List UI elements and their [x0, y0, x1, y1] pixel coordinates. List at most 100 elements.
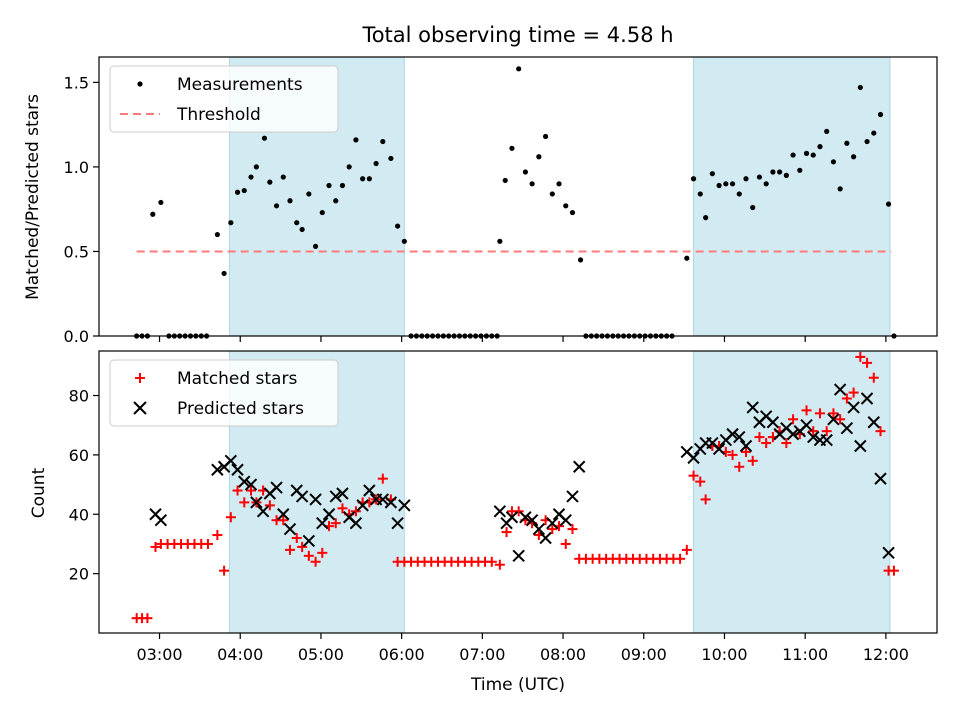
top-measurement-point-62	[509, 145, 515, 151]
predicted-point-b-6	[231, 463, 244, 476]
top-measurement-point-61	[502, 177, 508, 184]
top-measurement-point-37	[366, 176, 372, 182]
predicted-point-44	[572, 460, 586, 473]
predicted-point-64	[807, 430, 820, 444]
bottom-y-tick-label-1: 20	[69, 565, 89, 584]
predicted-point-24	[349, 516, 363, 530]
top-measurement-point-39	[380, 138, 386, 145]
predicted-point-61	[786, 427, 800, 441]
top-y-tick-label-3: 1.0	[64, 158, 89, 177]
matched-point-28	[310, 556, 321, 567]
predicted-point-b-13	[277, 508, 290, 521]
predicted-point-20	[322, 508, 336, 521]
top-measurement-point-42	[401, 238, 407, 244]
predicted-point-74	[874, 472, 887, 485]
x-tick-label-5: 07:00	[459, 645, 505, 664]
top-measurement-point-15	[221, 270, 227, 277]
predicted-point-53	[733, 430, 746, 444]
top-measurement-point-38	[373, 160, 379, 167]
predicted-point-13	[277, 508, 290, 521]
top-measurement-point-110	[817, 144, 823, 150]
predicted-point-b-1	[149, 508, 162, 521]
x-axis-label: Time (UTC)	[470, 675, 565, 695]
predicted-point-b-7	[238, 475, 251, 488]
matched-point-107	[841, 393, 852, 404]
top-measurement-point-107	[797, 167, 803, 173]
top-legend-label-2: Threshold	[176, 105, 261, 125]
top-legend: Measurements Threshold	[109, 65, 339, 133]
matched-point-15	[225, 512, 236, 523]
top-measurement-point-103	[770, 169, 776, 175]
matched-point-98	[781, 438, 792, 449]
matched-point-13	[212, 530, 223, 541]
predicted-point-b-45	[680, 445, 694, 459]
predicted-point-30	[391, 516, 404, 530]
matched-point-110	[862, 357, 873, 368]
predicted-point-52	[726, 427, 739, 441]
predicted-point-b-37	[525, 513, 539, 527]
top-measurement-point-63	[516, 66, 522, 72]
predicted-point-75	[882, 546, 895, 560]
predicted-point-6	[231, 463, 244, 476]
top-y-tick-label-1: 0.0	[64, 327, 89, 346]
top-measurement-point-99	[743, 176, 749, 182]
matched-point-84	[688, 470, 699, 481]
predicted-point-b-23	[342, 511, 356, 524]
top-y-tick-label-4: 1.5	[64, 73, 89, 92]
top-measurement-point-116	[857, 84, 863, 91]
predicted-point-b-70	[847, 401, 860, 414]
matched-point-90	[727, 449, 738, 460]
predicted-point-71	[854, 439, 867, 453]
predicted-point-b-2	[154, 513, 168, 527]
top-measurement-point-64	[522, 169, 528, 175]
predicted-point-b-17	[302, 534, 316, 548]
x-tick-label-10: 12:00	[863, 645, 909, 664]
top-measurement-point-68	[549, 191, 555, 197]
predicted-point-5	[224, 454, 238, 468]
predicted-point-b-22	[336, 487, 349, 500]
top-measurement-point-60	[497, 238, 503, 244]
predicted-point-b-21	[329, 490, 342, 503]
matched-point-94	[754, 432, 765, 443]
matched-point-102	[808, 426, 819, 437]
predicted-point-36	[519, 511, 532, 524]
matched-point-66	[567, 524, 578, 535]
matched-point-14	[219, 565, 230, 576]
matched-point-85	[695, 476, 706, 487]
top-measurement-point-28	[306, 191, 312, 197]
top-measurement-point-100	[750, 204, 756, 211]
predicted-point-12	[270, 481, 283, 494]
predicted-point-50	[712, 442, 726, 456]
top-measurement-point-105	[783, 172, 789, 178]
top-measurement-point-33	[339, 182, 346, 189]
bottom-axes-frame	[98, 350, 938, 634]
predicted-point-67	[827, 413, 840, 426]
predicted-point-28	[376, 493, 390, 506]
x-tick-label-4: 06:00	[379, 645, 425, 664]
predicted-point-70	[847, 401, 860, 414]
predicted-point-b-31	[398, 499, 411, 512]
predicted-point-25	[356, 499, 369, 512]
predicted-point-b-8	[244, 478, 258, 491]
predicted-point-b-71	[854, 439, 867, 453]
matched-point-17	[239, 497, 250, 508]
matched-point-56	[501, 527, 512, 538]
matched-point-105	[828, 408, 839, 419]
predicted-point-73	[867, 416, 880, 429]
top-measurement-point-23	[273, 203, 280, 209]
predicted-point-42	[559, 513, 572, 527]
predicted-point-b-55	[746, 401, 759, 414]
predicted-point-b-58	[766, 416, 780, 429]
top-measurement-point-32	[333, 198, 339, 204]
top-measurement-point-71	[569, 209, 576, 216]
top-measurement-point-96	[723, 181, 729, 187]
top-measurement-point-111	[824, 128, 830, 134]
predicted-point-b-68	[833, 383, 847, 396]
predicted-point-35	[512, 549, 525, 563]
predicted-point-b-24	[349, 516, 363, 530]
panel-counts: 20 40 60 80 03:00 04:00 05:00 06:00 07:00 08:00 09…	[69, 350, 938, 664]
matched-point-34	[350, 506, 361, 517]
bottom-legend: Matched stars Predicted stars	[109, 359, 339, 427]
predicted-point-b-26	[363, 484, 376, 497]
top-measurement-point-35	[353, 137, 359, 143]
